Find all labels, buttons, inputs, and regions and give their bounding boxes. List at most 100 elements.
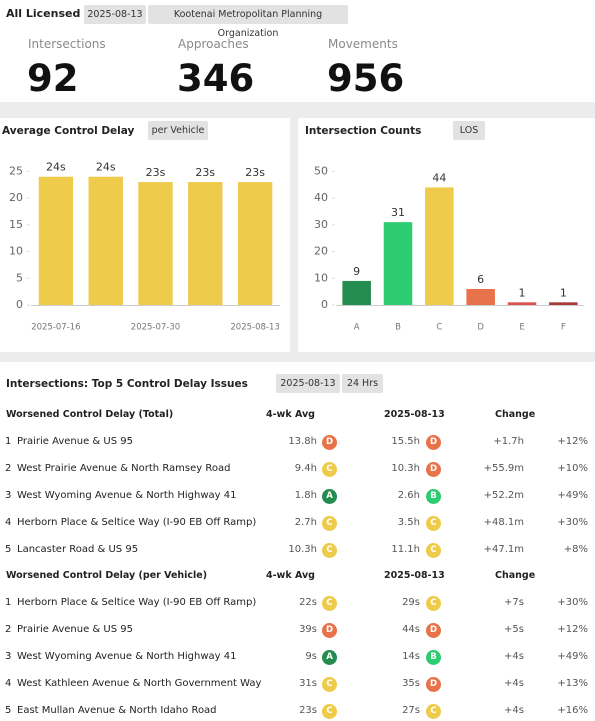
change-pct: +49% [557,651,588,662]
toggle[interactable]: per Vehicle [148,121,208,140]
value-label: 31 [391,206,405,219]
change-value: +55.9m [483,463,524,474]
intersection-name: Herborn Place & Seltice Way (I-90 EB Off… [17,597,257,608]
stat-value: 956 [327,57,405,100]
column-header: 4-wk Avg [266,570,315,581]
current-value: 11.1h [391,544,420,555]
x-tick-label: F [561,323,566,333]
avg-value: 31s [299,678,317,689]
avg-value: 23s [299,705,317,716]
x-tick-label: C [436,323,442,333]
table-row[interactable]: 3 West Wyoming Avenue & North Highway 41 9… [0,645,595,672]
change-pct: +8% [563,544,588,555]
avg-value: 9s [305,651,317,662]
change-value: +4s [504,678,524,689]
table-row[interactable]: 2 West Prairie Avenue & North Ramsey Road… [0,457,595,484]
table-row[interactable]: 1 Prairie Avenue & US 95 13.8h 15.5h +1.7h +1… [0,430,595,457]
grade-badge: B [426,650,441,665]
y-tick-label: 0 [16,298,23,311]
org-chip[interactable]: Kootenai Metropolitan Planning Organizat… [148,5,348,39]
x-tick-label: 2025-08-13 [230,323,279,333]
grade-badge: C [426,543,441,558]
table-row[interactable]: 1 Herborn Place & Seltice Way (I-90 EB Of… [0,591,595,618]
rank: 3 [5,490,12,501]
table-row[interactable]: 5 Lancaster Road & US 95 10.3h 11.1h +47.1m +… [0,538,595,565]
grade-badge: C [322,677,337,692]
table-row[interactable]: 4 West Kathleen Avenue & North Government… [0,672,595,699]
x-tick-label: B [395,323,401,333]
period-chip[interactable]: 24 Hrs [342,374,383,393]
grade-badge: C [322,516,337,531]
intersection-name: Herborn Place & Seltice Way (I-90 EB Off… [17,517,257,528]
rank: 3 [5,651,12,662]
grade-badge: D [426,462,441,477]
change-value: +48.1m [483,517,524,528]
grade-badge: C [426,704,441,719]
current-value: 10.3h [391,463,420,474]
table-row[interactable]: 3 West Wyoming Avenue & North Highway 41 1… [0,484,595,511]
avg-value: 1.8h [294,490,317,501]
grade-badge: D [426,435,441,450]
value-label: 9 [353,265,360,278]
current-value: 2.6h [397,490,420,501]
current-value: 27s [402,705,420,716]
intersection-name: East Mullan Avenue & North Idaho Road [17,705,217,716]
y-tick-label: 50 [314,164,328,177]
chart: 0 10 20 30 40 50 A 9 B 31 C 44 D 6 E 1 F 1 [314,164,584,333]
rank: 1 [5,597,12,608]
change-pct: +12% [557,624,588,635]
bar [237,182,273,305]
grade-badge: B [426,489,441,504]
panel-title: Intersections: Top 5 Control Delay Issue… [6,378,248,390]
date-chip[interactable]: 2025-08-13 [84,5,146,24]
rank: 5 [5,705,12,716]
value-label: 23s [245,166,265,179]
bar [342,280,371,305]
value-label: 6 [477,273,484,286]
change-pct: +49% [557,490,588,501]
y-tick-label: 30 [314,218,328,231]
current-value: 29s [402,597,420,608]
value-label: 23s [195,166,215,179]
grade-badge: C [322,462,337,477]
date-chip[interactable]: 2025-08-13 [276,374,340,393]
column-header: Change [495,409,536,420]
change-pct: +16% [557,705,588,716]
grade-badge: C [322,543,337,558]
y-tick-label: 10 [9,245,23,258]
bar [466,288,495,305]
grade-badge: C [426,596,441,611]
column-header: Change [495,570,536,581]
x-tick-label: 2025-07-16 [31,323,80,333]
stat-label: Intersections [28,37,106,51]
chart: 0 5 10 15 20 25 2025-07-16 24s 24s 2025-07-30 23s 2… [9,161,280,333]
table-row[interactable]: 5 East Mullan Avenue & North Idaho Road 23… [0,699,595,721]
change-value: +52.2m [483,490,524,501]
change-pct: +13% [557,678,588,689]
toggle[interactable]: LOS [453,121,485,140]
y-tick-label: 0 [321,298,328,311]
intersection-name: Prairie Avenue & US 95 [17,436,133,447]
summary-panel: All Licensed 2025-08-13 Kootenai Metropo… [0,0,595,102]
current-value: 15.5h [391,436,420,447]
current-value: 44s [402,624,420,635]
x-tick-label: A [354,323,360,333]
bar [383,222,413,305]
change-value: +4s [504,705,524,716]
column-header: Worsened Control Delay (per Vehicle) [6,570,208,581]
grade-badge: D [322,435,337,450]
column-header: 2025-08-13 [384,570,445,581]
table-row[interactable]: 4 Herborn Place & Seltice Way (I-90 EB Of… [0,511,595,538]
table-row[interactable]: 2 Prairie Avenue & US 95 39s 44s +5s +12% D D [0,618,595,645]
bar [188,182,223,305]
grade-badge: C [322,596,337,611]
stat-label: Approaches [178,37,249,51]
y-tick-label: 20 [9,191,23,204]
change-value: +5s [504,624,524,635]
stat-value: 346 [177,57,255,100]
value-label: 1 [519,286,526,299]
x-tick-label: 2025-07-30 [131,323,180,333]
grade-badge: C [426,516,441,531]
intersection-name: West Wyoming Avenue & North Highway 41 [17,651,237,662]
